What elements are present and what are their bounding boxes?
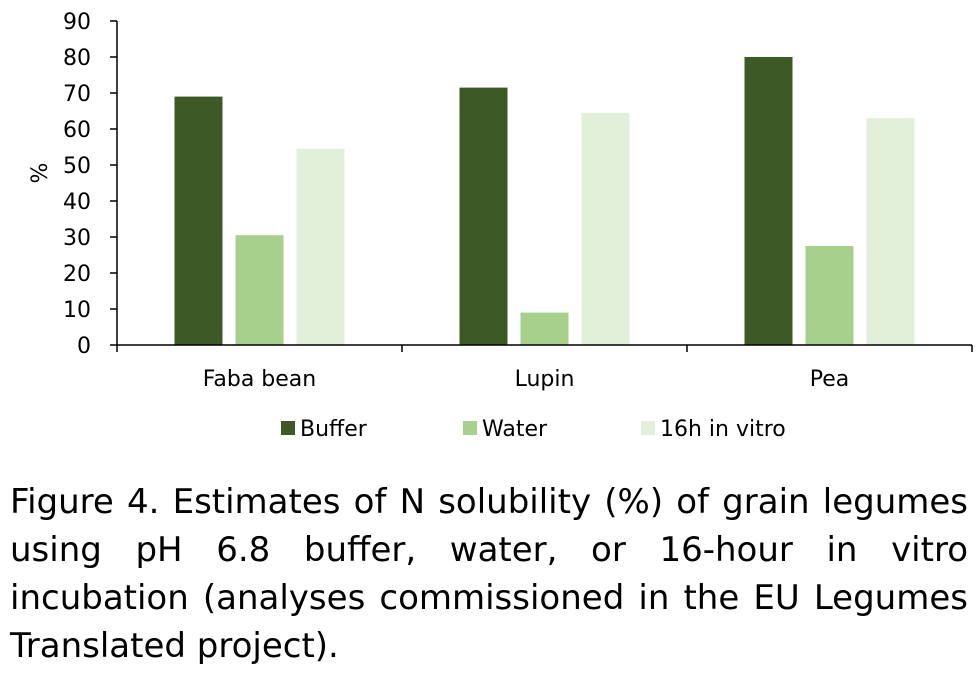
bar	[296, 148, 345, 345]
x-axis: Faba bean Lupin Pea	[116, 344, 973, 392]
bar	[174, 96, 223, 345]
y-tick-label: 50	[63, 154, 91, 179]
legend-label: Water	[482, 417, 548, 442]
y-tick-label: 0	[77, 334, 91, 359]
x-tick-label: Pea	[810, 367, 850, 392]
figure-caption: Figure 4. Estimates of N solubility (%) …	[10, 482, 968, 666]
y-tick-label: 70	[63, 82, 91, 107]
y-axis-label: %	[28, 163, 53, 184]
y-tick-label: 10	[63, 298, 91, 323]
bar	[744, 57, 793, 345]
x-tick-label: Faba bean	[203, 367, 316, 392]
bar	[520, 312, 569, 345]
bar	[866, 118, 915, 345]
bar	[235, 235, 284, 345]
legend-swatch	[281, 421, 295, 435]
x-tick-label: Lupin	[515, 367, 575, 392]
legend-swatch	[641, 421, 655, 435]
bar	[581, 112, 630, 345]
bar	[805, 246, 854, 345]
y-axis: 0 10 20 30 40 50 60 70 80 90	[63, 10, 118, 359]
legend: Buffer Water 16h in vitro	[281, 417, 786, 442]
y-tick-label: 20	[63, 262, 91, 287]
y-tick-label: 60	[63, 118, 91, 143]
legend-swatch	[463, 421, 477, 435]
bars-layer	[174, 57, 915, 345]
y-tick-label: 30	[63, 226, 91, 251]
legend-label: Buffer	[300, 417, 368, 442]
y-tick-label: 90	[63, 10, 91, 35]
legend-label: 16h in vitro	[660, 417, 786, 442]
y-tick-label: 40	[63, 190, 91, 215]
bar	[459, 87, 508, 345]
y-tick-label: 80	[63, 46, 91, 71]
